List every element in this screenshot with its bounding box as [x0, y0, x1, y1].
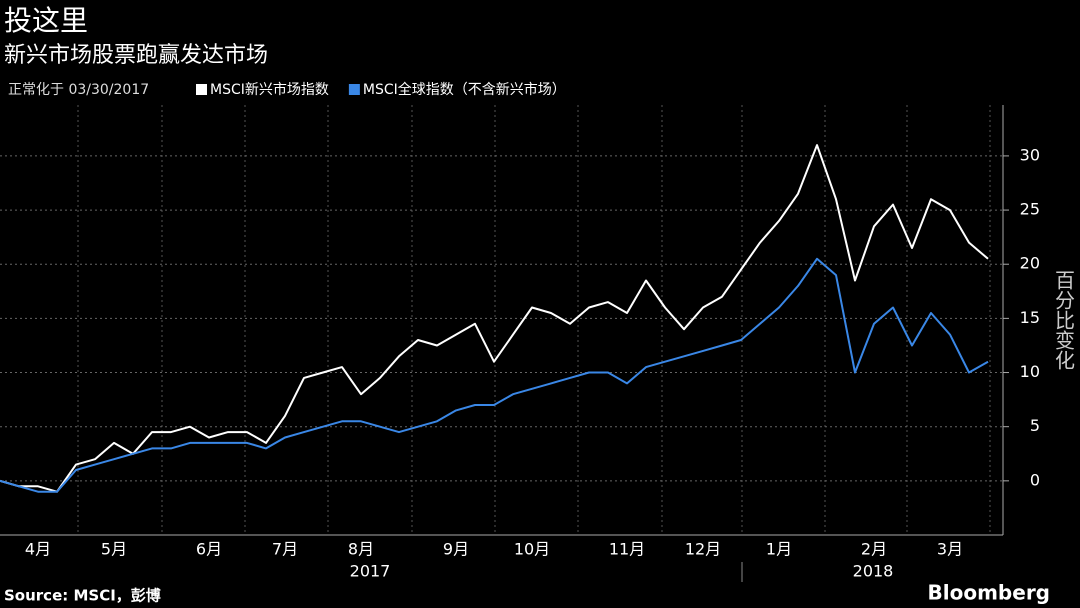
y-tick-label: 10 [1020, 362, 1040, 381]
y-axis-label: 百分比变化 [1052, 270, 1076, 370]
y-tick-label: 20 [1020, 254, 1040, 273]
legend-swatch [196, 84, 207, 95]
y-tick-label: 0 [1030, 470, 1040, 489]
y-tick-label: 5 [1030, 416, 1040, 435]
chart-title: 投这里 [4, 4, 88, 37]
x-tick-label: 5月 [101, 540, 127, 559]
source: Source: MSCI，彭博 [4, 587, 161, 605]
x-tick-label: 10月 [514, 540, 550, 559]
year-label: 2018 [853, 562, 894, 581]
x-tick-label: 6月 [196, 540, 222, 559]
x-tick-label: 8月 [348, 540, 374, 559]
year-label: 2017 [350, 562, 391, 581]
brand: Bloomberg [928, 581, 1050, 605]
x-tick-label: 11月 [609, 540, 645, 559]
chart-subtitle: 新兴市场股票跑赢发达市场 [4, 43, 268, 68]
x-tick-label: 7月 [272, 540, 298, 559]
series-line [0, 144, 989, 493]
x-tick-label: 9月 [443, 540, 469, 559]
x-tick-label: 12月 [685, 540, 721, 559]
note: 正常化于 03/30/2017 [8, 82, 149, 98]
x-tick-label: 2月 [861, 540, 887, 559]
legend-label: MSCI新兴市场指数 [210, 81, 329, 98]
x-tick-label: 3月 [937, 540, 963, 559]
y-tick-label: 15 [1020, 308, 1040, 327]
legend-swatch [348, 84, 360, 95]
series-line [0, 257, 989, 493]
y-tick-label: 30 [1020, 145, 1040, 164]
legend: MSCI新兴市场指数 MSCI全球指数（不含新兴市场） [196, 81, 566, 98]
x-tick-label: 4月 [25, 540, 51, 559]
legend-label: MSCI全球指数（不含新兴市场） [363, 81, 566, 98]
y-tick-label: 25 [1020, 200, 1040, 219]
x-tick-label: 1月 [766, 540, 792, 559]
